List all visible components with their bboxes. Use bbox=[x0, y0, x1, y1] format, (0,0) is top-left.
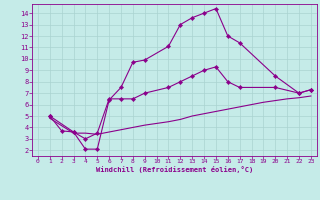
X-axis label: Windchill (Refroidissement éolien,°C): Windchill (Refroidissement éolien,°C) bbox=[96, 166, 253, 173]
